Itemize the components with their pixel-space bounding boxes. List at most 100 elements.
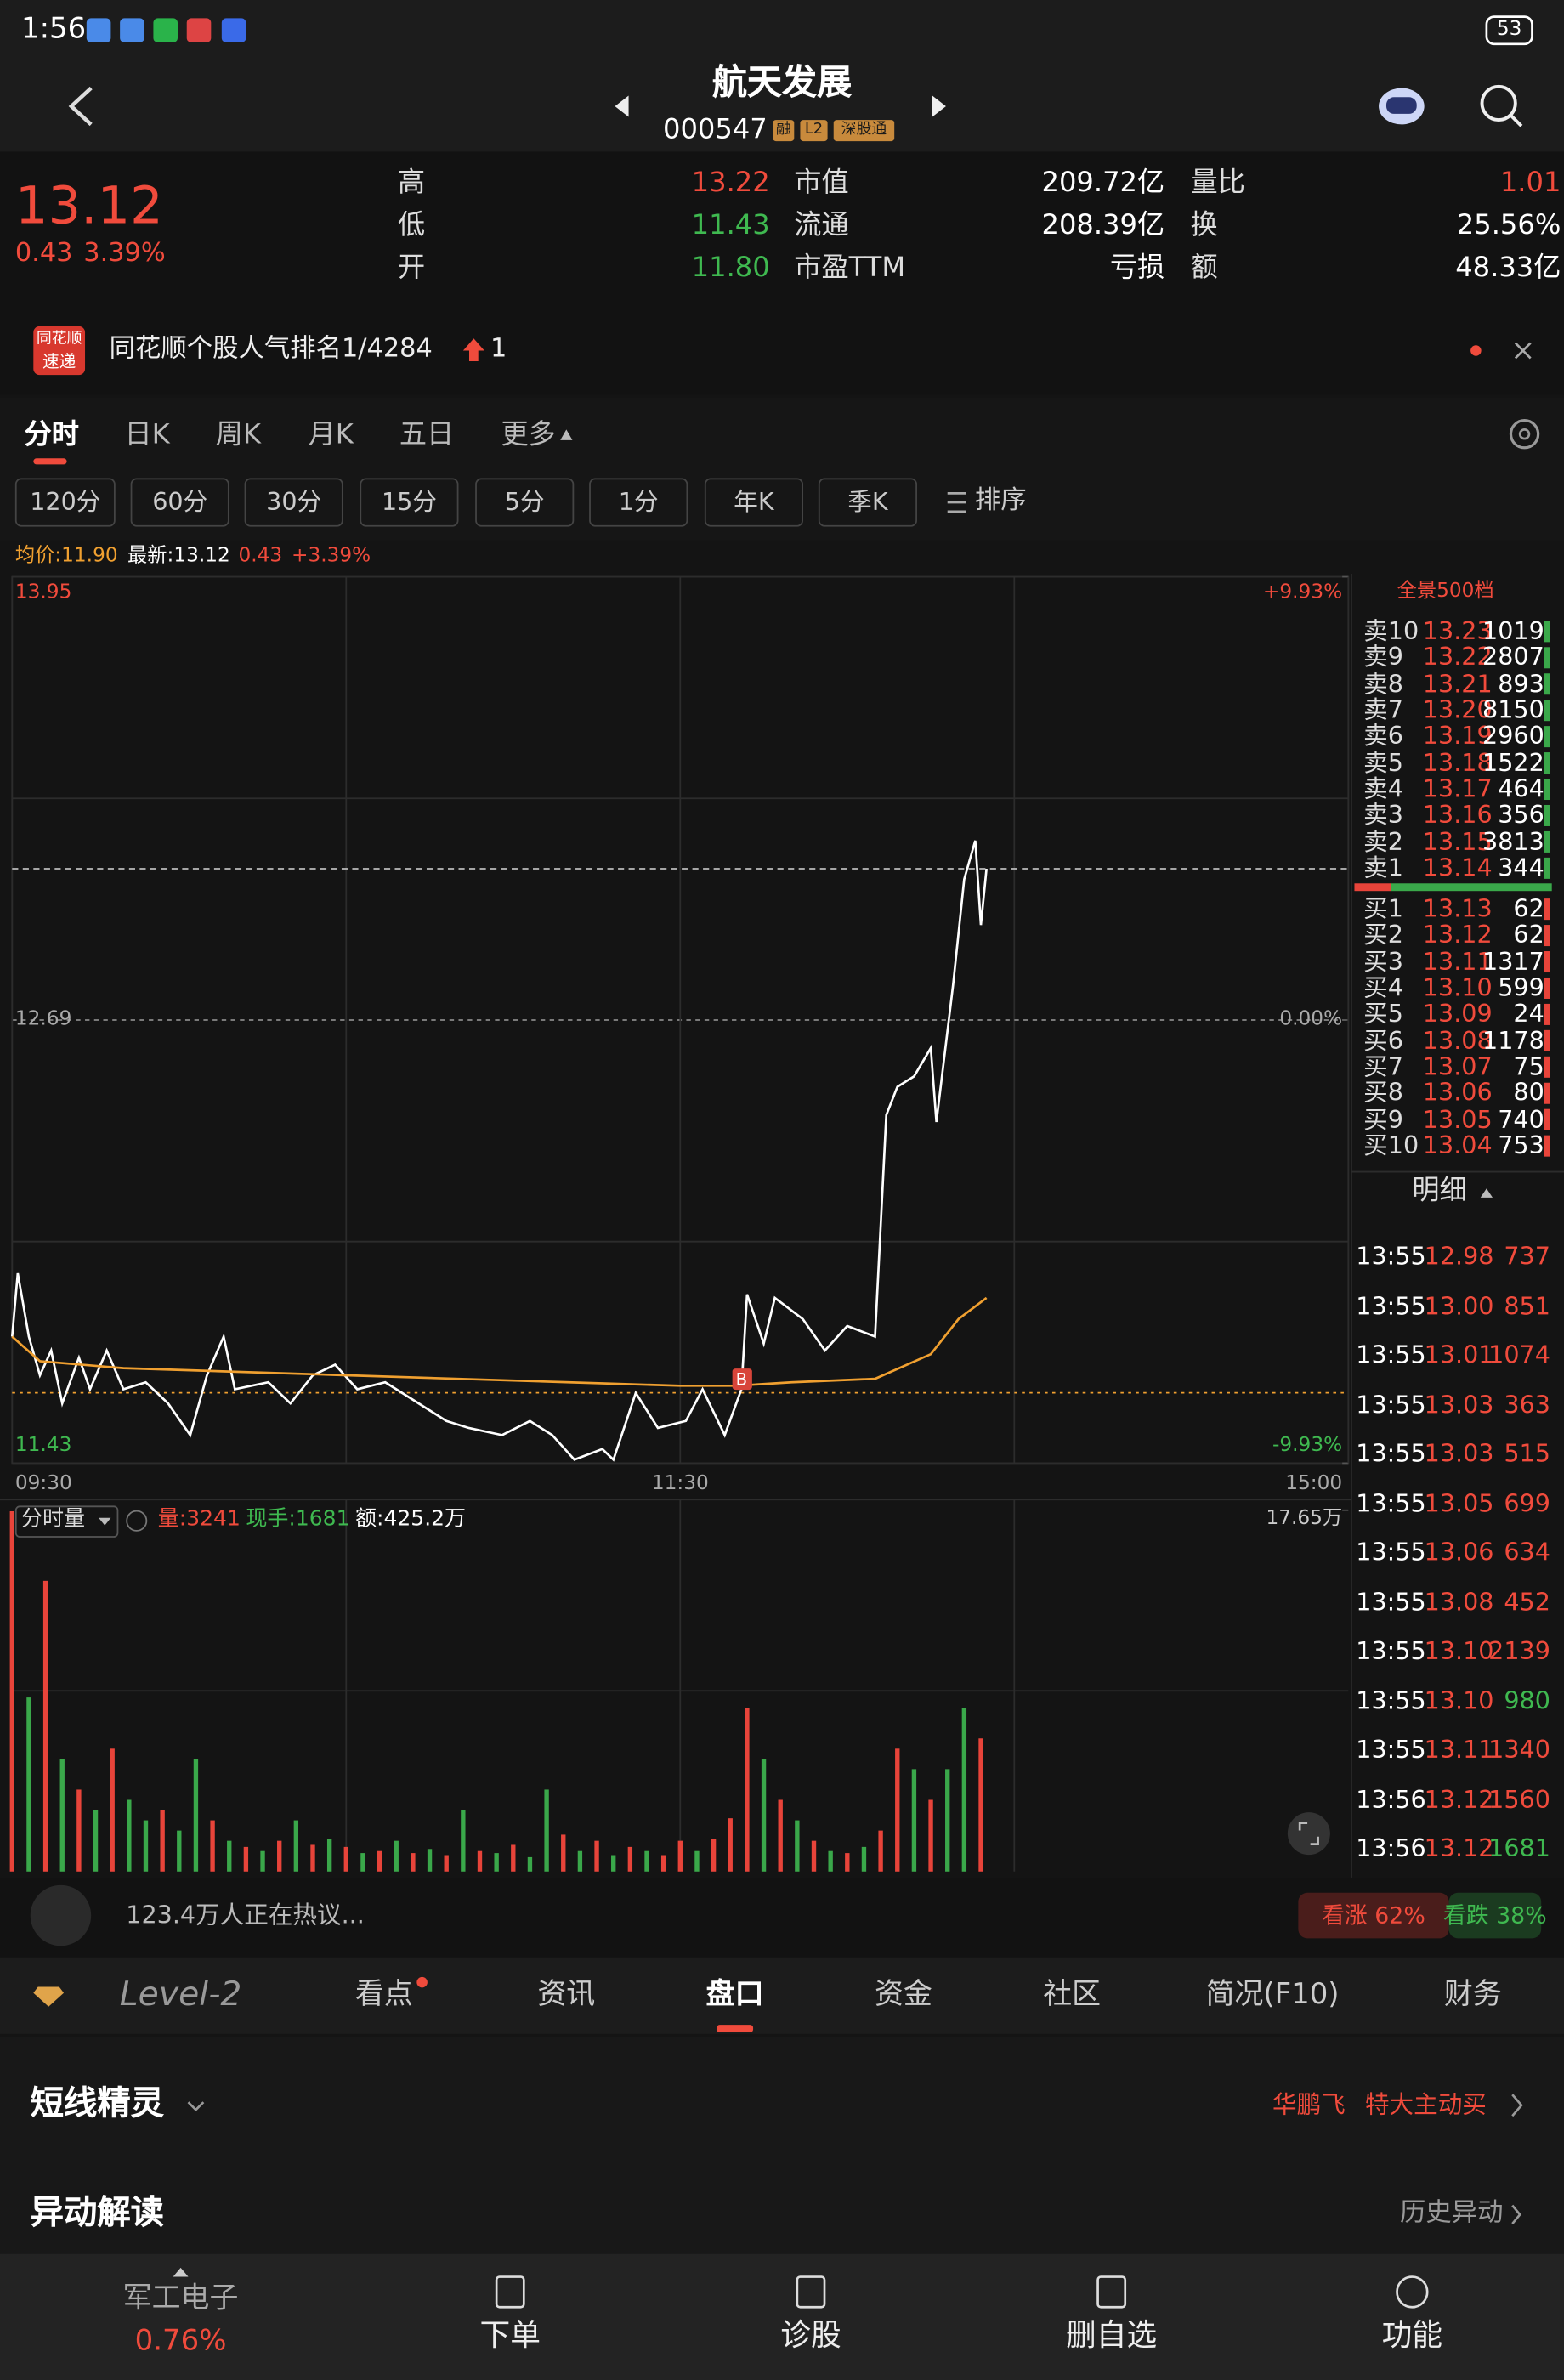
section-link[interactable]: 历史异动 [1400, 2198, 1504, 2230]
nav-tab[interactable]: 社区 [1043, 1977, 1102, 2012]
tab[interactable]: 周K [215, 418, 261, 450]
volume-bar [461, 1810, 466, 1872]
settings-icon [1509, 419, 1540, 450]
period-label[interactable]: 15分 [381, 487, 437, 517]
trade-price: 12.98 [1424, 1241, 1494, 1271]
stat-value: 209.72亿 [1041, 166, 1165, 199]
nav-tab[interactable]: 财务 [1443, 1977, 1502, 2012]
discussion-icon [30, 1884, 92, 1946]
nav-tab[interactable]: 看点 [354, 1977, 413, 2012]
period-button[interactable] [589, 478, 688, 527]
section-tag[interactable]: 特大主动买 [1364, 2089, 1487, 2119]
chevron [187, 2101, 205, 2112]
tab[interactable]: 五日 [399, 418, 455, 450]
period-button[interactable] [704, 478, 804, 527]
nav-tab[interactable]: 资讯 [537, 1977, 596, 2012]
period-button[interactable] [475, 478, 575, 527]
level2-icon [33, 1986, 65, 2007]
y-tick-label: 12.69 [14, 1007, 72, 1031]
stat-value: 13.22 [691, 166, 770, 199]
label: +3.39% [291, 544, 371, 568]
volume-bar [795, 1820, 800, 1872]
level-volume: 3813 [1482, 826, 1544, 856]
section-title[interactable]: 短线精灵 [30, 2085, 164, 2124]
sector-arrow [173, 2267, 189, 2277]
volume-selector[interactable] [14, 1505, 119, 1538]
volume-bar [895, 1748, 900, 1872]
volume-bar [193, 1759, 199, 1872]
level-volume: 356 [1498, 800, 1544, 830]
search-icon [1480, 84, 1517, 122]
trade-volume: 452 [1504, 1586, 1550, 1616]
nav-badge [416, 1976, 428, 1988]
level-volume: 464 [1498, 774, 1544, 803]
period-button[interactable] [130, 478, 230, 527]
buy-marker [732, 1368, 752, 1391]
rank-up-icon [462, 338, 484, 361]
level-indicator [1544, 700, 1550, 722]
volume-title[interactable]: 分时量 [21, 1507, 86, 1533]
bull-label[interactable]: 看涨 62% [1322, 1901, 1425, 1929]
section-tag[interactable]: 华鹏飞 [1272, 2089, 1346, 2119]
trade-time: 13:55 [1356, 1241, 1426, 1271]
nav-tab[interactable]: Level-2 [119, 1976, 242, 2015]
level-label: 买1 [1363, 893, 1403, 923]
volume-bar [945, 1769, 950, 1872]
level-price: 13.17 [1422, 774, 1493, 803]
footer-action[interactable]: 删自选 [1066, 2315, 1158, 2352]
level-volume: 2807 [1482, 642, 1544, 672]
footer-action[interactable]: 诊股 [780, 2315, 842, 2352]
level-indicator [1544, 1108, 1550, 1130]
period-button[interactable] [360, 478, 459, 527]
level-label: 卖1 [1363, 853, 1403, 882]
quote-bg [0, 151, 1564, 395]
period-label[interactable]: 120分 [30, 487, 101, 517]
period-label[interactable]: 年K [734, 487, 774, 517]
period-label[interactable]: 1分 [618, 487, 659, 517]
level-indicator [1544, 977, 1550, 999]
volume-bar [110, 1748, 115, 1872]
footer-action[interactable]: 下单 [479, 2315, 541, 2352]
stat-label: 市值 [794, 166, 849, 199]
period-button[interactable] [818, 478, 917, 527]
label: 航天发展 [711, 63, 853, 103]
label[interactable]: 排序 [974, 486, 1027, 517]
nav-tab[interactable]: 盘口 [706, 1977, 764, 2012]
footer-action[interactable]: 功能 [1381, 2315, 1443, 2352]
tab[interactable]: 更多 [501, 418, 556, 450]
tab[interactable]: 日K [124, 418, 170, 450]
level-label: 买5 [1363, 999, 1403, 1028]
tab[interactable]: 月K [308, 418, 354, 450]
trade-time: 13:55 [1356, 1340, 1426, 1369]
period-label[interactable]: 60分 [152, 487, 208, 517]
y-tick-label: 17.65万 [1266, 1506, 1343, 1530]
nav-tab[interactable]: 资金 [874, 1977, 932, 2012]
y2-tick-label: 0.00% [1279, 1007, 1343, 1031]
stat-label: 低 [398, 208, 426, 241]
volume-bar [728, 1818, 733, 1872]
sector-name[interactable]: 军工电子 [122, 2281, 239, 2315]
level-indicator [1544, 647, 1550, 669]
trade-price: 13.10 [1424, 1686, 1494, 1714]
tab[interactable]: 分时 [24, 418, 79, 450]
nav-tab[interactable]: 简况(F10) [1205, 1977, 1340, 2012]
level-price: 13.12 [1422, 920, 1493, 949]
status-icon [86, 18, 111, 42]
level-label: 买6 [1363, 1025, 1403, 1055]
level-indicator [1544, 726, 1550, 748]
period-button[interactable] [14, 478, 116, 527]
level-label: 卖3 [1363, 800, 1403, 830]
label[interactable]: 123.4万人正在热议... [126, 1900, 365, 1930]
action-icon [495, 2275, 525, 2309]
period-label[interactable]: 30分 [266, 487, 322, 517]
volume-bar [477, 1850, 483, 1872]
level-indicator [1544, 673, 1550, 695]
bear-label[interactable]: 看跌 38% [1443, 1901, 1547, 1929]
period-label[interactable]: 5分 [504, 487, 545, 517]
period-button[interactable] [244, 478, 343, 527]
trade-volume: 1074 [1488, 1340, 1550, 1369]
label: 1 [490, 334, 507, 366]
level-price: 13.08 [1422, 1025, 1493, 1055]
period-label[interactable]: 季K [847, 487, 888, 517]
trades-title[interactable]: 明细 [1412, 1174, 1467, 1207]
